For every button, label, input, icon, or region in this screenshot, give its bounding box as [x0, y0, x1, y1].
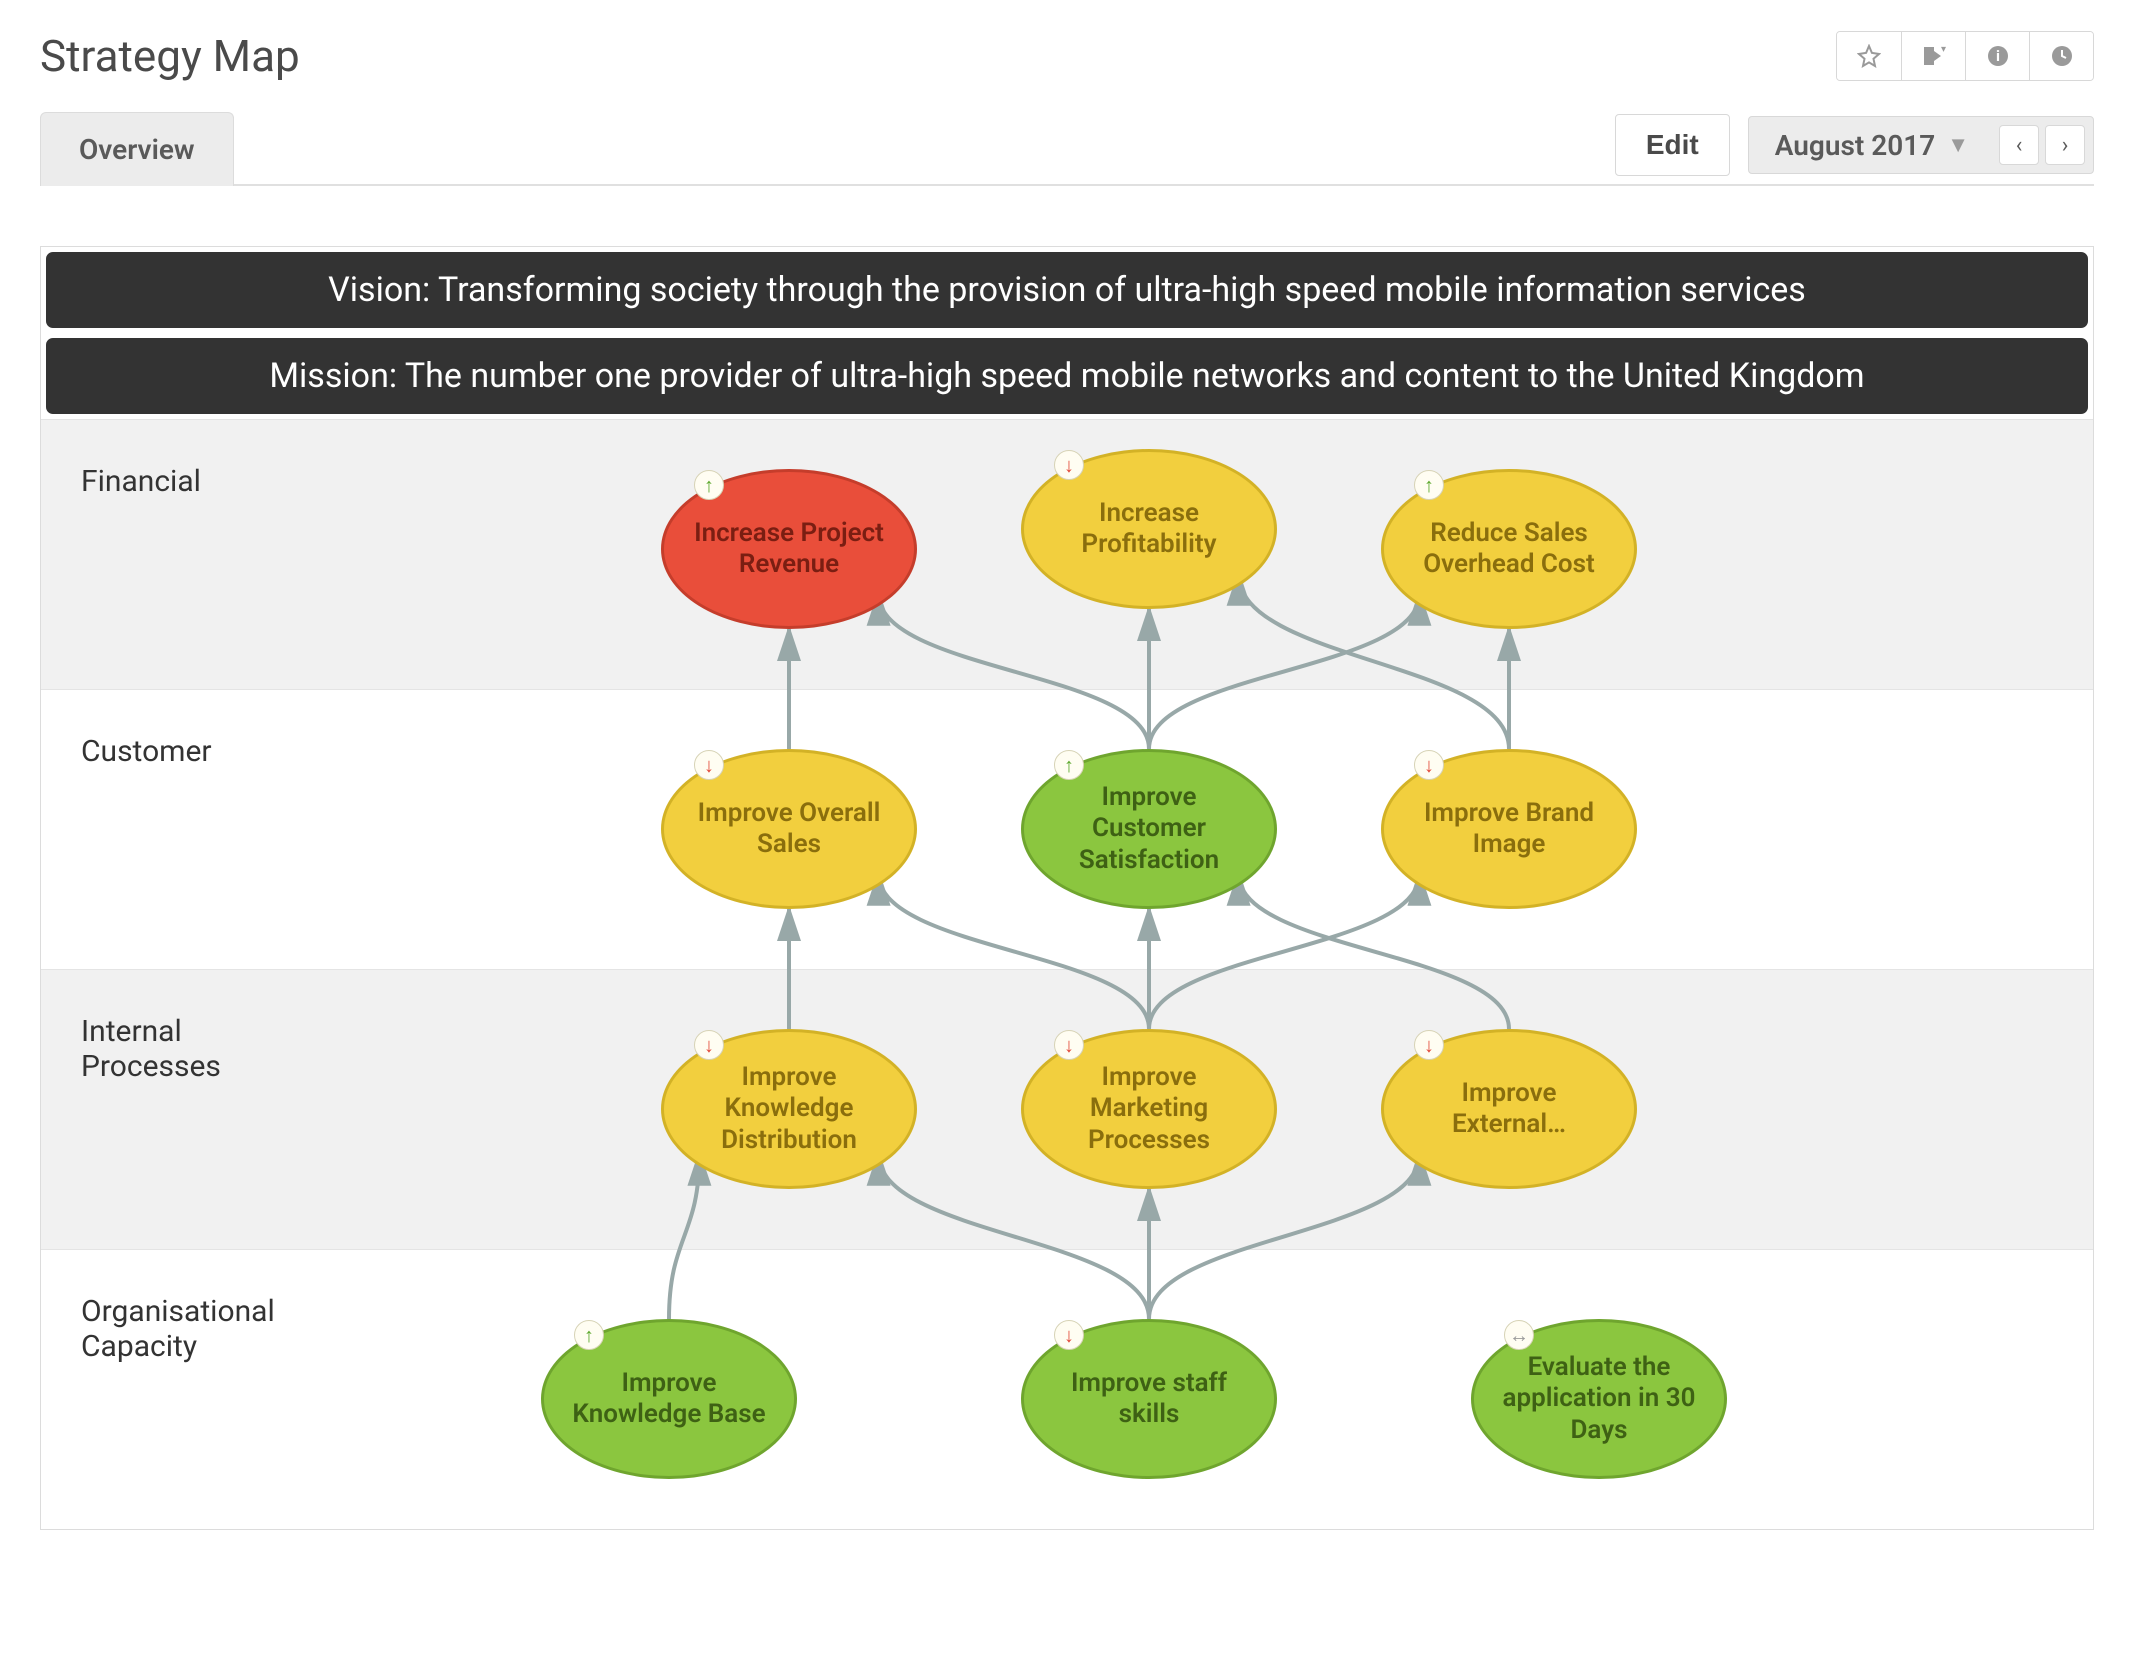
- node-n9[interactable]: Improve External… ↓: [1381, 1029, 1637, 1189]
- page-title: Strategy Map: [40, 30, 300, 82]
- period-nav: ‹ ›: [1995, 125, 2093, 165]
- toolbar: ▾ i: [1836, 31, 2094, 81]
- node-n4[interactable]: Improve Overall Sales ↓: [661, 749, 917, 909]
- trend-up-icon: ↑: [694, 470, 724, 500]
- node-n6[interactable]: Improve Brand Image ↓: [1381, 749, 1637, 909]
- tabs-left: Overview: [40, 110, 234, 184]
- period-dropdown[interactable]: August 2017 ▼: [1749, 129, 1995, 162]
- trend-up-icon: ↑: [1414, 470, 1444, 500]
- node-n10[interactable]: Improve Knowledge Base ↑: [541, 1319, 797, 1479]
- trend-up-icon: ↑: [1054, 750, 1084, 780]
- trend-down-icon: ↓: [1054, 1030, 1084, 1060]
- header-row: Strategy Map ▾ i: [40, 30, 2094, 82]
- trend-up-icon: ↑: [574, 1320, 604, 1350]
- node-n3[interactable]: Reduce Sales Overhead Cost ↑: [1381, 469, 1637, 629]
- tabs-row: Overview Edit August 2017 ▼ ‹ ›: [40, 110, 2094, 186]
- trend-down-icon: ↓: [1414, 750, 1444, 780]
- node-label: Improve Knowledge Distribution: [688, 1062, 890, 1156]
- node-label: Improve Brand Image: [1408, 798, 1610, 860]
- node-n2[interactable]: Increase Profitability ↓: [1021, 449, 1277, 609]
- prev-button[interactable]: ‹: [1999, 125, 2039, 165]
- lane-label-customer: Customer: [41, 690, 321, 969]
- tab-overview[interactable]: Overview: [40, 112, 234, 186]
- trend-down-icon: ↓: [1414, 1030, 1444, 1060]
- trend-down-icon: ↓: [1054, 1320, 1084, 1350]
- node-label: Improve External…: [1408, 1078, 1610, 1140]
- diagram-row: Financial Customer Internal Processes Or…: [41, 419, 2093, 1529]
- period-picker: August 2017 ▼ ‹ ›: [1748, 116, 2094, 174]
- node-label: Improve Customer Satisfaction: [1048, 782, 1250, 876]
- star-icon[interactable]: [1837, 32, 1901, 80]
- export-icon[interactable]: ▾: [1901, 32, 1965, 80]
- node-label: Improve Marketing Processes: [1048, 1062, 1250, 1156]
- node-label: Increase Profitability: [1048, 498, 1250, 560]
- canvas: Vision: Transforming society through the…: [40, 246, 2094, 1530]
- vision-banner[interactable]: Vision: Transforming society through the…: [41, 247, 2093, 333]
- lane-label-financial: Financial: [41, 420, 321, 689]
- node-label: Increase Project Revenue: [688, 518, 890, 580]
- node-label: Improve staff skills: [1048, 1368, 1250, 1430]
- period-text: August 2017: [1775, 129, 1935, 162]
- lane-label-internal: Internal Processes: [41, 970, 321, 1249]
- clock-icon[interactable]: [2029, 32, 2093, 80]
- node-n11[interactable]: Improve staff skills ↓: [1021, 1319, 1277, 1479]
- svg-text:▾: ▾: [1941, 44, 1946, 55]
- node-n8[interactable]: Improve Marketing Processes↓: [1021, 1029, 1277, 1189]
- node-n1[interactable]: Increase Project Revenue ↑: [661, 469, 917, 629]
- lane-label-org: Organisational Capacity: [41, 1250, 321, 1529]
- svg-text:i: i: [1996, 47, 2000, 65]
- node-n7[interactable]: Improve Knowledge Distribution↓: [661, 1029, 917, 1189]
- lane-labels: Financial Customer Internal Processes Or…: [41, 419, 321, 1529]
- mission-banner[interactable]: Mission: The number one provider of ultr…: [41, 333, 2093, 419]
- trend-down-icon: ↓: [694, 1030, 724, 1060]
- chevron-down-icon: ▼: [1947, 132, 1969, 158]
- info-icon[interactable]: i: [1965, 32, 2029, 80]
- node-n12[interactable]: Evaluate the application in 30 Days↔: [1471, 1319, 1727, 1479]
- diagram-area: Increase Project Revenue ↑ Increase Profit…: [321, 419, 2093, 1529]
- trend-down-icon: ↓: [694, 750, 724, 780]
- tabs-right: Edit August 2017 ▼ ‹ ›: [1615, 114, 2094, 176]
- trend-flat-icon: ↔: [1504, 1320, 1534, 1350]
- node-label: Reduce Sales Overhead Cost: [1408, 518, 1610, 580]
- edit-button[interactable]: Edit: [1615, 114, 1730, 176]
- trend-down-icon: ↓: [1054, 450, 1084, 480]
- node-n5[interactable]: Improve Customer Satisfaction↑: [1021, 749, 1277, 909]
- node-label: Improve Overall Sales: [688, 798, 890, 860]
- node-label: Improve Knowledge Base: [568, 1368, 770, 1430]
- node-label: Evaluate the application in 30 Days: [1498, 1352, 1700, 1446]
- next-button[interactable]: ›: [2045, 125, 2085, 165]
